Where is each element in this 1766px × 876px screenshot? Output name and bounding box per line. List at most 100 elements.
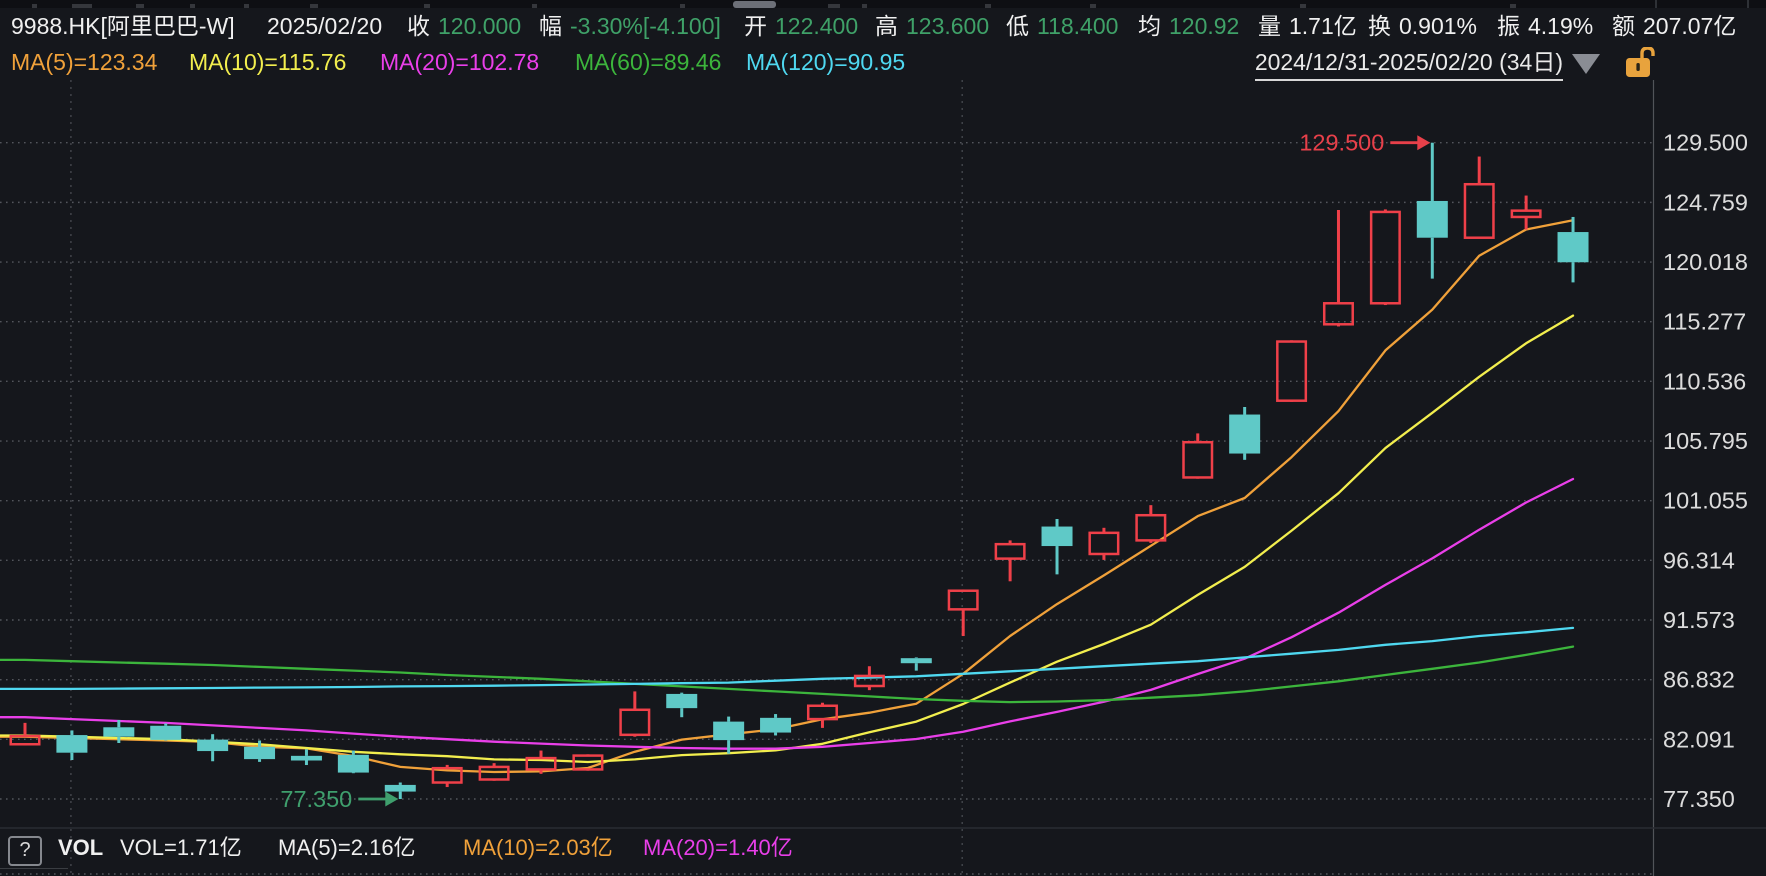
annotation-arrow-head xyxy=(385,791,399,807)
candle-02/17 xyxy=(1416,142,1448,279)
candle-02/05 xyxy=(1041,518,1073,575)
vol-title: VOL xyxy=(58,835,104,860)
candle-02/18 xyxy=(1463,156,1495,239)
price-axis-label: 120.018 xyxy=(1663,249,1748,275)
candle-01/20 xyxy=(619,691,651,737)
ma60-line xyxy=(0,645,1575,704)
candle-body-up xyxy=(1463,182,1495,239)
ma120-legend: MA(120)=90.95 xyxy=(746,49,906,75)
candle-02/11 xyxy=(1229,406,1261,460)
candle-body-up xyxy=(478,765,510,781)
candle-body-down xyxy=(337,754,369,773)
field-label-amplitude: 振 xyxy=(1497,13,1520,39)
field-label-high: 高 xyxy=(875,13,898,39)
field-value-amount: 207.07亿 xyxy=(1643,13,1737,39)
candle-12/31 xyxy=(9,722,41,746)
annotation-label: 77.350 xyxy=(280,786,352,812)
candle-body-down xyxy=(56,735,88,753)
candle-body-down xyxy=(666,693,698,709)
candle-body-up xyxy=(1510,209,1542,219)
cropped-ui-fragment xyxy=(532,4,537,8)
help-button[interactable]: ? xyxy=(8,836,42,866)
field-label-volume: 量 xyxy=(1258,13,1281,39)
candle-body-down xyxy=(290,755,322,761)
candle-body-down xyxy=(244,746,276,760)
candle-01/28 xyxy=(900,657,932,671)
candle-body-down xyxy=(1557,232,1589,263)
price-axis-label: 129.500 xyxy=(1663,130,1748,156)
candle-body-up xyxy=(1322,302,1354,326)
candle-body-up xyxy=(947,589,979,611)
cropped-tab-separator xyxy=(1655,0,1657,8)
cropped-tab-highlight xyxy=(733,1,776,8)
field-value-close: 120.000 xyxy=(438,13,522,39)
cropped-ui-fragment xyxy=(1300,4,1306,8)
candle-body-up xyxy=(572,754,604,771)
vol-ma20: MA(20)=1.40亿 xyxy=(643,835,793,860)
cropped-ui-fragment xyxy=(72,4,92,8)
price-axis-label: 105.795 xyxy=(1663,428,1748,454)
field-label-open: 开 xyxy=(744,13,767,39)
candle-02/13 xyxy=(1322,210,1354,327)
candle-01/06 xyxy=(150,723,182,741)
candle-body-down xyxy=(103,727,135,737)
period-high-annotation: 129.500 xyxy=(1299,130,1431,156)
price-axis-label: 124.759 xyxy=(1663,189,1748,215)
candle-01/21 xyxy=(666,692,698,718)
cropped-tab-separator xyxy=(1747,0,1749,8)
candle-body-up xyxy=(1276,340,1308,402)
candle-02/10 xyxy=(1182,433,1214,479)
candle-body-down xyxy=(713,721,745,741)
field-label-low: 低 xyxy=(1006,13,1029,39)
candle-body-up xyxy=(1088,531,1120,556)
candle-body-up xyxy=(431,766,463,784)
cropped-ui-fragment xyxy=(1090,4,1096,8)
field-label-turnover-rate: 换 xyxy=(1368,13,1391,39)
vol-ma10: MA(10)=2.03亿 xyxy=(463,835,613,860)
date-range-selector[interactable]: 2024/12/31-2025/02/20 (34日) xyxy=(1254,46,1563,81)
candle-body-down xyxy=(150,725,182,740)
candle-02/04 xyxy=(994,540,1026,582)
cropped-ui-fragment xyxy=(190,4,195,8)
candle-01/13 xyxy=(384,782,416,800)
field-value-open: 122.400 xyxy=(775,13,859,39)
field-label-close: 收 xyxy=(407,13,430,39)
price-axis-label: 115.277 xyxy=(1663,309,1746,335)
chevron-down-icon[interactable] xyxy=(1572,54,1600,74)
candle-01/27 xyxy=(853,666,885,691)
candle-body-up xyxy=(619,708,651,737)
volume-pane-header: ? VOL VOL=1.71亿 MA(5)=2.16亿 MA(10)=2.03亿 MA(… xyxy=(0,830,1766,870)
candle-02/12 xyxy=(1276,340,1308,402)
cropped-ui-fragment xyxy=(244,4,249,8)
price-axis-label: 86.832 xyxy=(1663,667,1735,693)
annotation-label: 129.500 xyxy=(1299,130,1384,156)
candle-body-up xyxy=(525,756,557,771)
candle-body-down xyxy=(900,658,932,664)
cropped-ui-fragment xyxy=(985,4,991,8)
candle-body-up xyxy=(994,542,1026,560)
ma10-line xyxy=(0,314,1575,764)
annotation-arrow-head xyxy=(1417,135,1431,151)
cropped-ui-fragment xyxy=(862,4,867,8)
price-axis-label: 101.055 xyxy=(1663,488,1748,514)
divider xyxy=(0,868,68,869)
candle-01/03 xyxy=(103,719,135,744)
candle-01/17 xyxy=(572,754,604,771)
unlock-icon[interactable] xyxy=(1622,46,1662,79)
field-value-high: 123.600 xyxy=(906,13,990,39)
candle-body-up xyxy=(806,704,838,721)
ma10-legend: MA(10)=115.76 xyxy=(189,49,347,75)
vol-value: VOL=1.71亿 xyxy=(120,835,242,860)
field-label-amount: 额 xyxy=(1612,13,1635,39)
candle-01/16 xyxy=(525,750,557,774)
price-axis-label: 77.350 xyxy=(1663,786,1735,812)
candle-01/14 xyxy=(431,764,463,788)
candle-01/15 xyxy=(478,763,510,781)
cropped-ui-fragment xyxy=(136,4,144,8)
period-low-annotation: 77.350 xyxy=(280,786,399,812)
cropped-ui-fragment xyxy=(680,4,685,8)
candle-02/20 xyxy=(1557,216,1589,283)
cropped-ui-fragment xyxy=(424,4,430,8)
field-label-avg: 均 xyxy=(1138,13,1161,39)
